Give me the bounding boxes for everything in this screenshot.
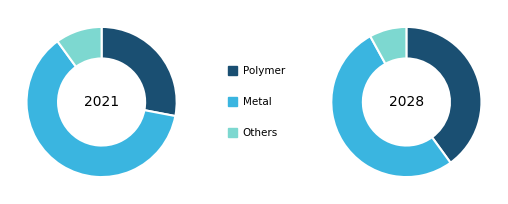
- Text: 2028: 2028: [389, 95, 424, 109]
- Wedge shape: [406, 27, 482, 163]
- Wedge shape: [102, 27, 177, 116]
- Wedge shape: [370, 27, 406, 64]
- Legend: Polymer, Metal, Others: Polymer, Metal, Others: [224, 62, 289, 142]
- Wedge shape: [57, 27, 102, 67]
- Wedge shape: [26, 41, 175, 177]
- Wedge shape: [331, 36, 451, 177]
- Text: 2021: 2021: [84, 95, 119, 109]
